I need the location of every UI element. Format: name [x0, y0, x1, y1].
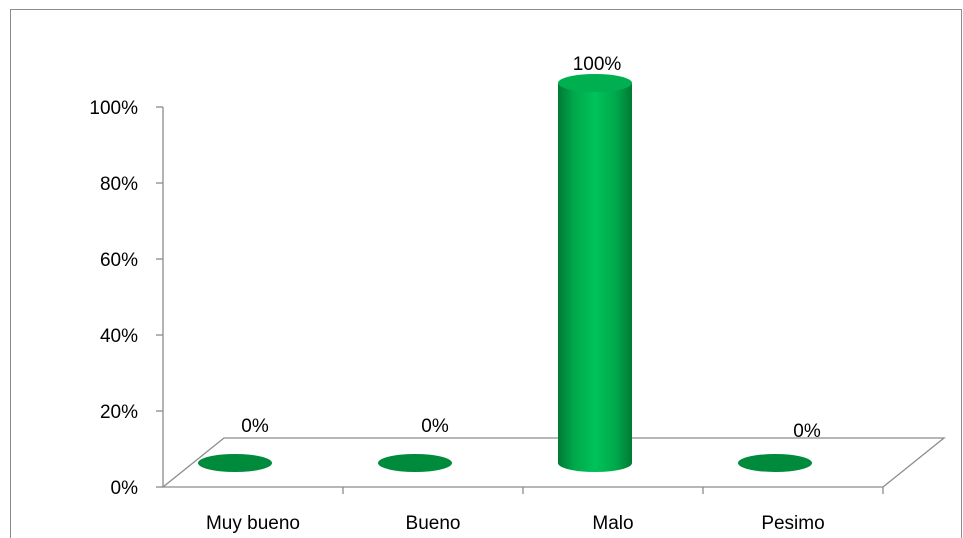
x-tick-label: Pesimo	[761, 513, 824, 534]
bar-4	[738, 454, 812, 472]
x-axis: Muy bueno Bueno Malo Pesimo	[206, 487, 884, 534]
y-tick-label: 100%	[89, 98, 138, 119]
bar-disc	[378, 454, 452, 472]
data-labels: 0% 0% 100% 0%	[241, 54, 821, 442]
bar-body	[558, 83, 632, 472]
chart-frame	[10, 9, 962, 538]
data-label: 0%	[793, 421, 821, 442]
chart-floor	[161, 437, 946, 488]
bar-disc	[738, 454, 812, 472]
bar-3	[558, 74, 632, 472]
data-label: 100%	[573, 54, 622, 75]
data-label: 0%	[421, 416, 449, 437]
y-tick-label: 40%	[100, 326, 138, 347]
bars	[198, 74, 812, 472]
bar-disc	[198, 454, 272, 472]
y-tick-label: 80%	[100, 174, 138, 195]
y-tick-label: 0%	[111, 478, 139, 499]
y-tick-label: 20%	[100, 402, 138, 423]
bar-1	[198, 454, 272, 472]
y-tick-label: 60%	[100, 250, 138, 271]
x-tick-label: Malo	[592, 513, 633, 534]
x-tick-label: Bueno	[406, 513, 461, 534]
data-label: 0%	[241, 416, 269, 437]
y-axis: 0% 20% 40% 60% 80% 100%	[89, 98, 163, 499]
bar-2	[378, 454, 452, 472]
x-tick-label: Muy bueno	[206, 513, 300, 534]
bar-top	[558, 74, 632, 92]
